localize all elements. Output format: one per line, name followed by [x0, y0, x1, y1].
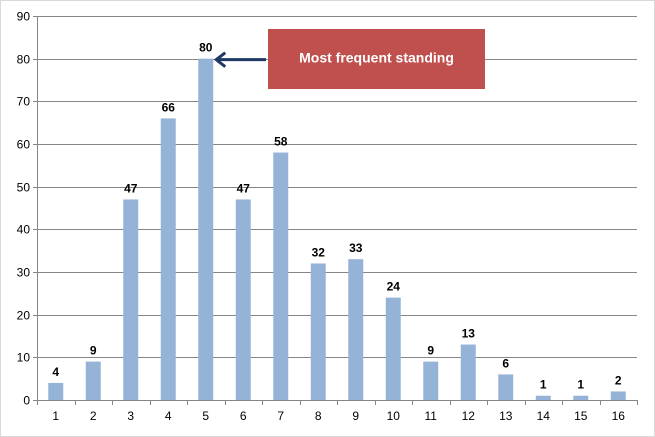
data-label: 1 — [540, 378, 547, 392]
bar-11 — [423, 361, 439, 400]
x-tick-label: 1 — [52, 409, 59, 423]
y-tick-label: 80 — [17, 53, 31, 67]
data-label: 4 — [52, 365, 59, 379]
x-tick-label: 2 — [90, 409, 97, 423]
x-tick-label: 7 — [277, 409, 284, 423]
x-tick-label: 10 — [387, 409, 401, 423]
data-label: 9 — [90, 344, 97, 358]
y-tick-label: 90 — [17, 10, 31, 24]
x-tick-label: 4 — [165, 409, 172, 423]
bar-12 — [460, 344, 476, 400]
y-tick-label: 10 — [17, 351, 31, 365]
bars — [48, 58, 626, 401]
data-label: 47 — [124, 181, 138, 195]
bar-15 — [573, 395, 589, 400]
x-tick-label: 15 — [574, 409, 588, 423]
bar-1 — [48, 382, 64, 400]
x-tick-label: 14 — [537, 409, 551, 423]
x-tick-label: 8 — [315, 409, 322, 423]
x-tick-label: 13 — [499, 409, 513, 423]
x-tick-label: 5 — [202, 409, 209, 423]
data-label: 6 — [502, 356, 509, 370]
data-label: 2 — [615, 373, 622, 387]
bar-7 — [273, 152, 289, 400]
y-tick-label: 30 — [17, 266, 31, 280]
bar-13 — [498, 374, 514, 400]
x-tick-label: 3 — [127, 409, 134, 423]
x-tick-label: 11 — [425, 409, 438, 423]
bar-4 — [160, 118, 176, 401]
data-label: 58 — [274, 135, 288, 149]
bar-3 — [123, 199, 139, 400]
annotation: Most frequent standing — [213, 29, 485, 89]
bar-6 — [235, 199, 251, 400]
bar-8 — [310, 263, 326, 400]
x-tick-label: 9 — [352, 409, 359, 423]
annotation-text: Most frequent standing — [299, 50, 454, 66]
y-tick-label: 0 — [23, 394, 30, 408]
y-tick-label: 60 — [17, 138, 31, 152]
bar-2 — [85, 361, 101, 400]
bar-5 — [198, 58, 214, 401]
data-label: 66 — [162, 100, 176, 114]
data-label: 13 — [462, 327, 476, 341]
data-label: 80 — [199, 41, 213, 55]
bar-14 — [535, 395, 551, 400]
data-label: 47 — [237, 181, 251, 195]
data-label: 33 — [349, 241, 363, 255]
y-tick-label: 20 — [17, 309, 31, 323]
data-labels: 4 9 47 66 80 47 58 32 33 24 9 13 6 1 1 2 — [52, 41, 622, 392]
bar-10 — [385, 297, 401, 400]
y-tick-label: 40 — [17, 223, 31, 237]
data-label: 1 — [577, 378, 584, 392]
annotation-box — [268, 29, 485, 89]
data-label: 24 — [387, 280, 401, 294]
y-tick-label: 50 — [17, 181, 31, 195]
x-tick-label: 6 — [240, 409, 247, 423]
y-tick-label: 70 — [17, 95, 31, 109]
bar-9 — [348, 259, 364, 400]
data-label: 9 — [427, 344, 434, 358]
x-tick-label: 12 — [462, 409, 476, 423]
x-tick-label: 16 — [612, 409, 626, 423]
data-label: 32 — [312, 245, 326, 259]
annotation-arrow-head — [213, 51, 227, 68]
bar-16 — [610, 391, 626, 400]
